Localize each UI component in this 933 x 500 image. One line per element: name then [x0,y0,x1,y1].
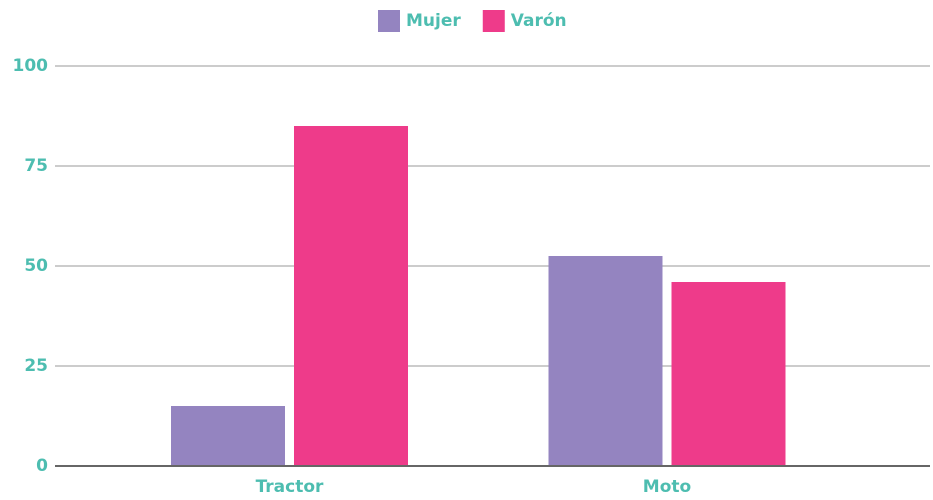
y-tick-label: 75 [24,156,48,176]
x-tick-label: Moto [643,477,691,496]
bar [294,126,408,466]
bar [671,282,786,466]
y-tick-label: 50 [24,256,48,276]
x-tick-label: Tractor [256,477,324,496]
y-tick-label: 0 [36,456,48,476]
y-tick-label: 100 [13,56,49,76]
legend-swatch [378,10,400,32]
bar [171,406,285,466]
legend-label: Mujer [406,11,461,31]
legend-label: Varón [511,11,567,31]
y-tick-label: 25 [24,356,48,376]
bar [548,256,663,466]
legend-swatch [482,10,505,32]
